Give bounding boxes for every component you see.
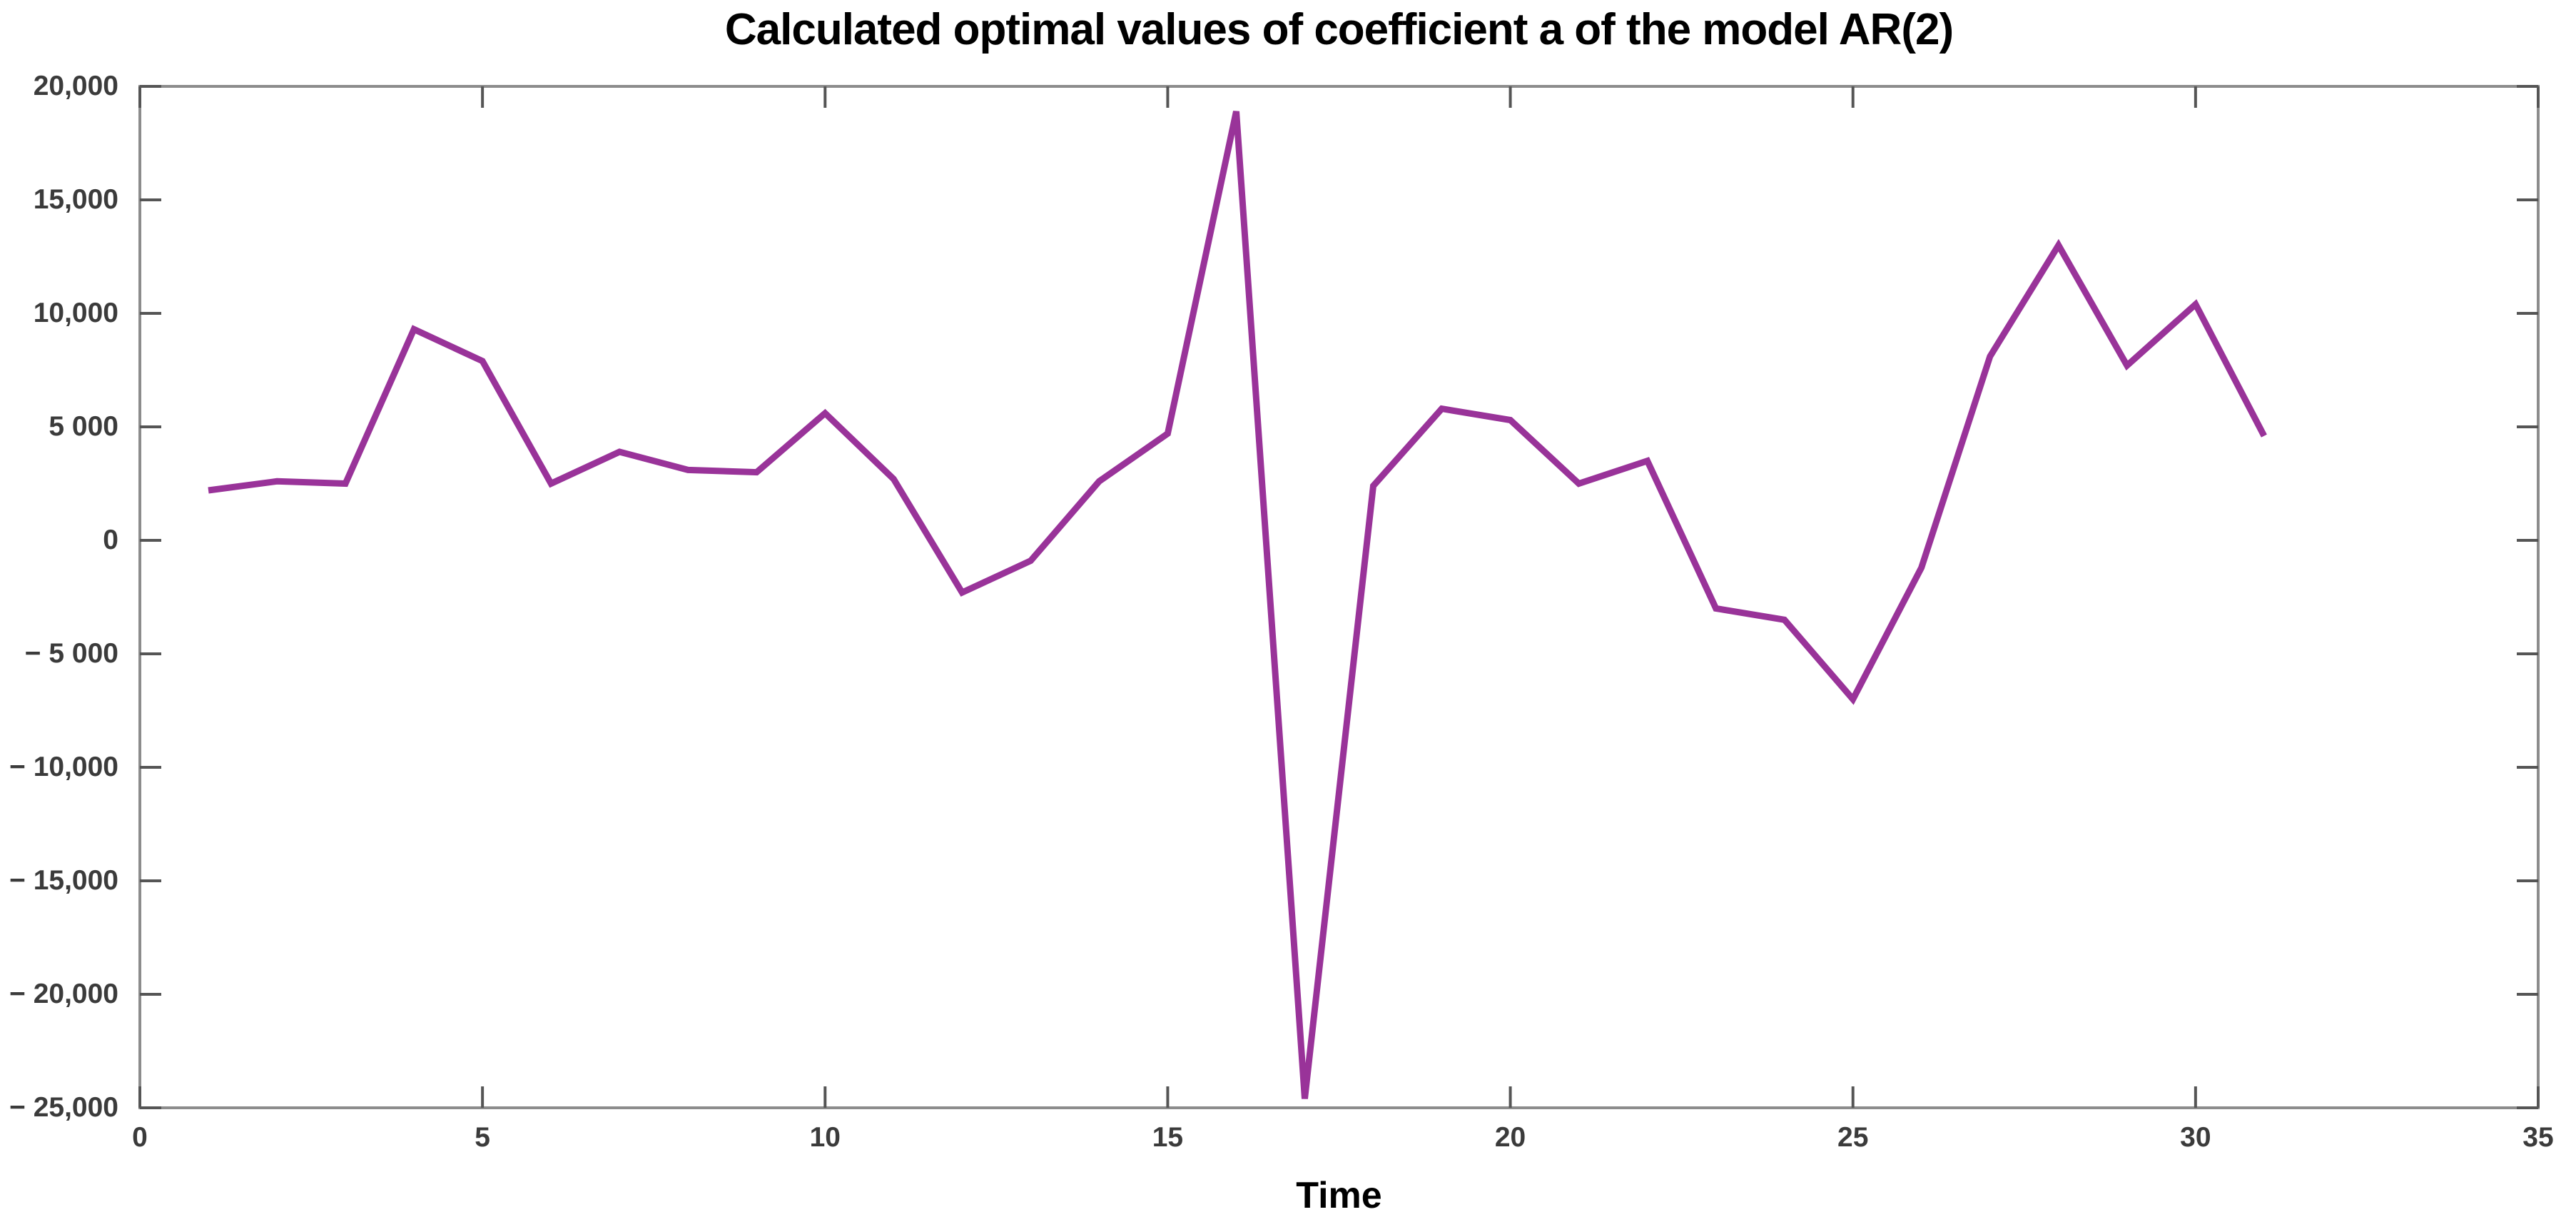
y-tick-label: − 20,000: [9, 979, 118, 1009]
x-tick-label: 35: [2522, 1122, 2554, 1153]
x-tick-label: 10: [809, 1122, 841, 1153]
series-line: [208, 111, 2267, 1099]
x-tick-label: 30: [2180, 1122, 2211, 1153]
x-tick-label: 25: [1837, 1122, 1869, 1153]
x-tick-label: 20: [1494, 1122, 1526, 1153]
y-tick-label: − 5 000: [24, 638, 118, 669]
y-tick-label: 20,000: [33, 71, 118, 101]
y-tick-label: 0: [103, 525, 118, 555]
y-tick-label: 10,000: [33, 298, 118, 328]
x-axis-title: Time: [1296, 1175, 1382, 1216]
chart-title: Calculated optimal values of coefficient…: [724, 5, 1954, 54]
axis-tick-marks: [138, 85, 2540, 1109]
y-tick-label: − 15,000: [9, 865, 118, 896]
y-tick-label: − 10,000: [9, 752, 118, 782]
y-tick-label: 15,000: [33, 184, 118, 215]
y-tick-label: 5 000: [49, 411, 118, 442]
x-tick-label: 0: [132, 1122, 148, 1153]
x-tick-label: 15: [1152, 1122, 1184, 1153]
x-tick-label: 5: [475, 1122, 490, 1153]
axis-box: [138, 85, 2540, 1109]
y-tick-label: − 25,000: [9, 1092, 118, 1123]
series-polyline: [208, 111, 2267, 1099]
